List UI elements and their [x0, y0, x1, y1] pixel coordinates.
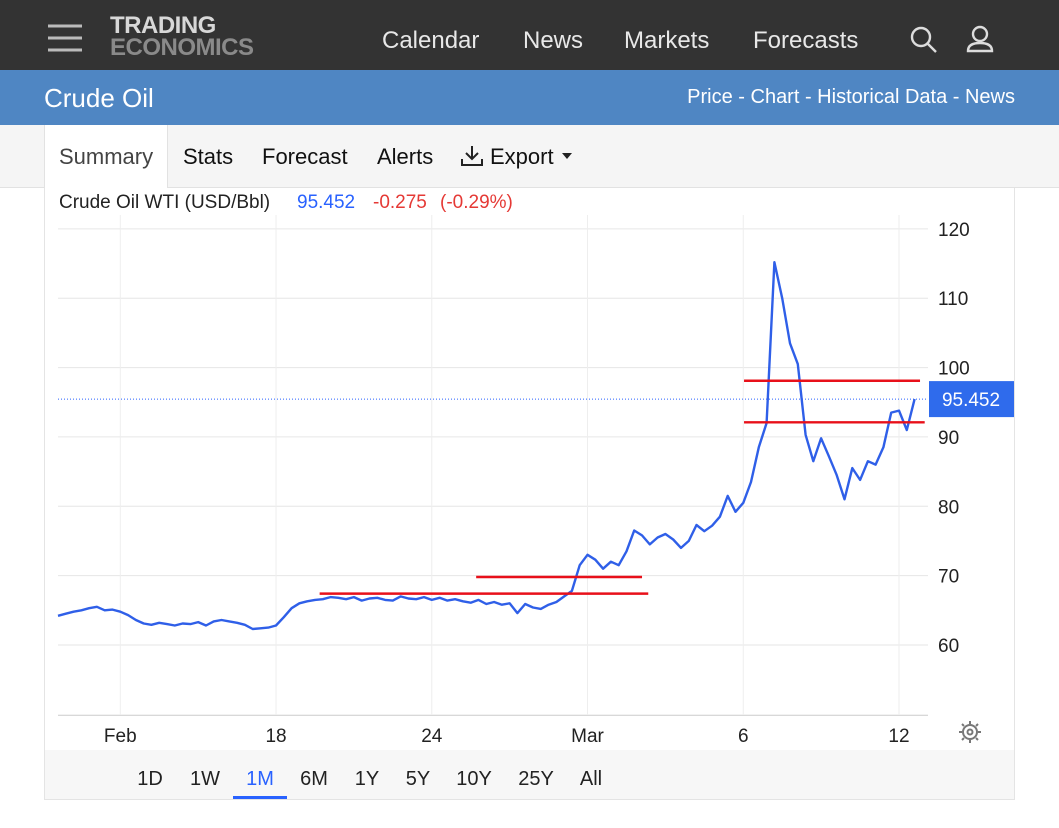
page-links[interactable]: Price - Chart - Historical Data - News	[687, 86, 1015, 108]
active-range-underline	[233, 796, 287, 799]
range-button[interactable]: 6M	[300, 768, 328, 790]
top-bar: TRADING ECONOMICS Calendar News Markets …	[0, 0, 1059, 70]
nav-link[interactable]: Markets	[624, 27, 710, 54]
page-title: Crude Oil	[44, 83, 154, 113]
range-button[interactable]: All	[579, 768, 603, 790]
nav-link[interactable]: Forecasts	[753, 27, 859, 54]
tab-bar	[0, 125, 1059, 188]
tab[interactable]: Forecast	[262, 144, 348, 169]
nav-link[interactable]: News	[523, 27, 584, 54]
nav-link[interactable]: Calendar	[382, 27, 480, 54]
logo-top[interactable]: TRADING	[110, 12, 216, 39]
tab[interactable]: Summary	[59, 144, 154, 169]
export-icons	[461, 146, 572, 166]
range-button[interactable]: 1Y	[354, 768, 380, 790]
nav-icons	[48, 24, 994, 53]
search-icon[interactable]	[910, 26, 937, 53]
range-button[interactable]: 5Y	[405, 768, 431, 790]
menu-icon[interactable]	[48, 24, 82, 52]
tab[interactable]: Alerts	[377, 144, 434, 169]
tab[interactable]: Export	[490, 144, 554, 169]
range-button[interactable]: 1M	[246, 768, 274, 790]
chart-panel	[44, 188, 1015, 800]
logo-bottom[interactable]: ECONOMICS	[110, 34, 254, 61]
active-tab-bg	[44, 125, 168, 188]
tab[interactable]: Stats	[183, 144, 234, 169]
range-button[interactable]: 1W	[190, 768, 220, 790]
user-icon[interactable]	[966, 25, 994, 53]
range-button[interactable]: 25Y	[518, 768, 554, 790]
range-button[interactable]: 1D	[137, 768, 163, 790]
title-bar: Crude Oil Price - Chart - Historical Dat…	[0, 70, 1059, 125]
range-button[interactable]: 10Y	[456, 768, 492, 790]
range-bar	[45, 750, 1014, 799]
